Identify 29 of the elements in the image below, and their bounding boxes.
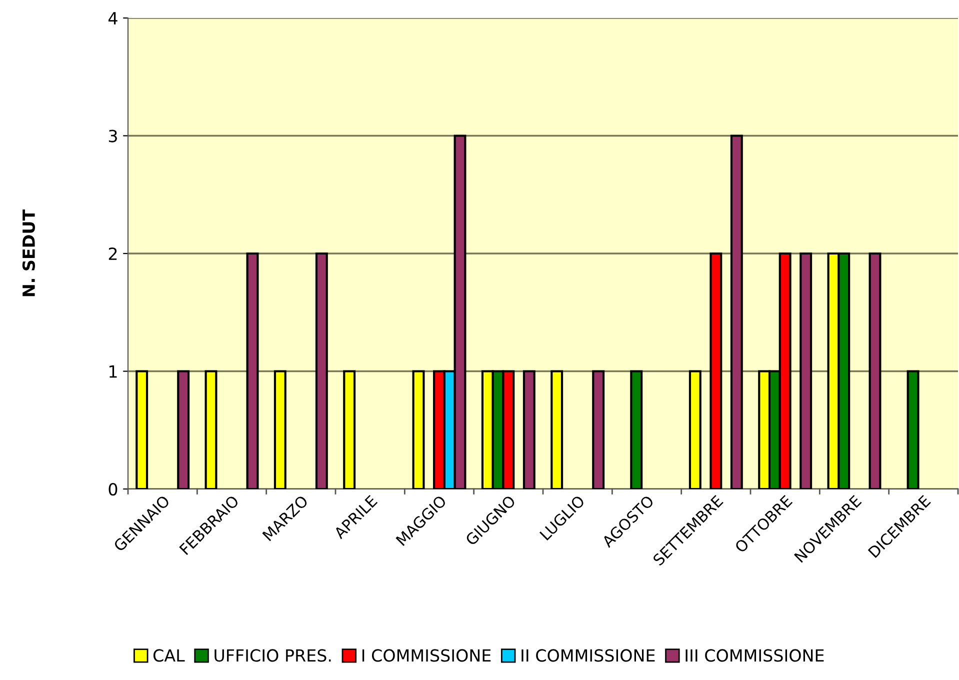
bar bbox=[522, 370, 536, 489]
y-tick-label: 3 bbox=[108, 130, 117, 142]
y-axis-title: N. SEDUT bbox=[22, 209, 35, 296]
bar bbox=[204, 370, 218, 489]
bar bbox=[136, 370, 148, 489]
legend-label: UFFICIO PRES. bbox=[214, 649, 331, 662]
bar bbox=[592, 370, 605, 489]
bar bbox=[688, 370, 702, 489]
bar bbox=[315, 252, 328, 489]
bar bbox=[177, 370, 190, 489]
bar bbox=[710, 252, 722, 489]
bar bbox=[274, 370, 286, 489]
legend-label: II COMMISSIONE bbox=[522, 649, 655, 662]
bar bbox=[246, 252, 259, 489]
legend-label: I COMMISSIONE bbox=[362, 649, 491, 662]
legend-label: III COMMISSIONE bbox=[686, 649, 824, 662]
bar bbox=[550, 370, 564, 489]
y-tick-label: 0 bbox=[108, 482, 118, 496]
bar bbox=[730, 134, 743, 489]
bar bbox=[412, 370, 425, 489]
bar bbox=[630, 370, 643, 489]
y-tick-label: 4 bbox=[108, 12, 118, 24]
y-tick-label: 2 bbox=[108, 247, 117, 260]
y-tick-label: 1 bbox=[110, 365, 117, 378]
bar bbox=[868, 252, 882, 489]
legend-label: CAL bbox=[153, 649, 185, 662]
bar bbox=[343, 370, 356, 489]
bar bbox=[906, 370, 920, 489]
bar bbox=[800, 252, 812, 489]
